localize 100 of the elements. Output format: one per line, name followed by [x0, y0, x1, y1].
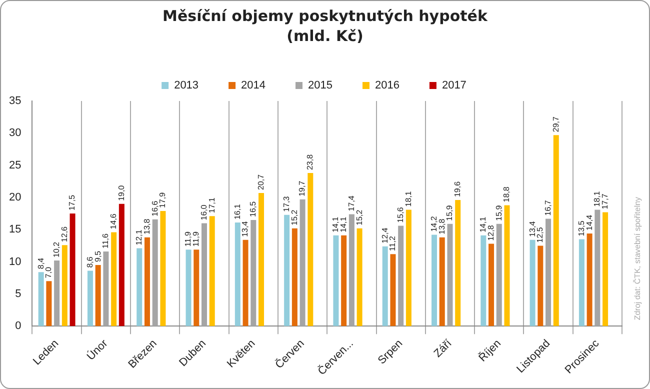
bar [406, 210, 412, 326]
data-label: 12,8 [486, 224, 496, 241]
y-tick-label: 35 [8, 95, 22, 108]
data-label: 12,5 [536, 226, 545, 243]
bar [103, 252, 109, 326]
y-tick-label: 5 [15, 288, 22, 300]
y-tick-label: 15 [8, 224, 22, 236]
data-label: 18,8 [502, 186, 512, 202]
data-label: 13,8 [437, 218, 446, 234]
bar [194, 250, 200, 326]
data-label: 14,4 [584, 214, 594, 230]
data-label: 15,2 [290, 209, 299, 226]
bar [70, 214, 76, 326]
bar [447, 224, 453, 326]
bar [136, 248, 142, 326]
bar [258, 192, 264, 326]
bar [553, 135, 559, 326]
y-tick-label: 20 [8, 192, 22, 204]
bar [152, 219, 158, 326]
data-label: 12,6 [60, 226, 69, 242]
data-label: 14,1 [478, 216, 488, 232]
bar [594, 210, 600, 326]
legend-label: 2015 [308, 80, 332, 92]
data-label: 7,0 [44, 266, 54, 278]
bar [439, 237, 445, 326]
bar [118, 204, 124, 326]
data-label: 17,7 [600, 193, 610, 210]
data-label: 12,4 [380, 227, 390, 244]
bar [578, 239, 584, 326]
bar [202, 223, 208, 326]
data-label: 19,0 [116, 184, 126, 201]
bar [250, 220, 256, 326]
data-label: 16,1 [232, 203, 242, 220]
data-label: 23,8 [306, 154, 315, 170]
y-tick-label: 25 [8, 159, 22, 172]
data-label: 16,5 [248, 200, 258, 217]
bar [504, 205, 510, 326]
bar [341, 235, 347, 326]
bar [62, 245, 68, 326]
data-label: 13,8 [142, 218, 152, 234]
data-label: 8,6 [85, 256, 94, 268]
data-label: 8,4 [36, 257, 46, 270]
bar [496, 224, 502, 326]
bar [356, 228, 362, 326]
data-label: 29,7 [551, 116, 560, 132]
y-tick-label: 30 [8, 127, 22, 140]
legend-label: 2014 [241, 80, 266, 92]
bar [530, 240, 536, 326]
bar [382, 246, 388, 326]
data-label: 13,4 [240, 220, 250, 237]
y-tick-label: 0 [15, 320, 22, 332]
data-label: 13,5 [576, 220, 586, 236]
data-label: 14,6 [109, 213, 118, 230]
bar [46, 281, 52, 326]
bar [432, 234, 438, 326]
bar [455, 200, 461, 326]
bar [95, 265, 101, 326]
bar [292, 228, 298, 326]
bar [284, 214, 290, 326]
bar [348, 214, 354, 326]
data-label: 14,1 [339, 216, 348, 232]
bar [308, 173, 314, 326]
data-label: 16,0 [199, 204, 208, 220]
bar [546, 218, 552, 326]
data-label: 19,6 [453, 180, 462, 198]
legend-label: 2017 [442, 80, 466, 92]
bar [54, 260, 60, 326]
data-label: 12,1 [134, 229, 144, 246]
chart-subtitle: (mld. Kč) [286, 27, 364, 45]
text: Zdroj dat: ČTK, stavební spořitelny [633, 196, 642, 320]
data-label: 13,4 [528, 220, 537, 237]
data-label: 14,2 [429, 216, 438, 232]
bar [480, 235, 486, 326]
data-label: 15,9 [445, 204, 454, 221]
data-label: 18,1 [592, 190, 602, 207]
bar [186, 250, 192, 326]
bar [234, 222, 240, 326]
data-label: 17,5 [68, 194, 77, 211]
data-label: 16,7 [543, 200, 552, 216]
data-label: 16,6 [150, 200, 160, 216]
data-label: 17,4 [346, 195, 356, 212]
bar [111, 232, 117, 326]
bar [87, 270, 93, 326]
bar [38, 272, 44, 326]
legend-label: 2013 [174, 80, 199, 92]
bar [333, 235, 339, 326]
data-label: 11,2 [388, 236, 398, 252]
data-label: 11,9 [184, 231, 193, 247]
bar [144, 237, 150, 326]
data-label: 11,6 [101, 232, 110, 248]
data-label: 15,2 [354, 209, 364, 226]
bar [209, 216, 215, 326]
data-label: 15,6 [396, 206, 406, 223]
data-label: 17,1 [207, 197, 216, 214]
bar [602, 212, 608, 326]
bar [160, 210, 166, 326]
bar [398, 226, 404, 326]
bar [390, 254, 396, 326]
data-label: 18,1 [404, 190, 413, 207]
bar [538, 246, 544, 326]
